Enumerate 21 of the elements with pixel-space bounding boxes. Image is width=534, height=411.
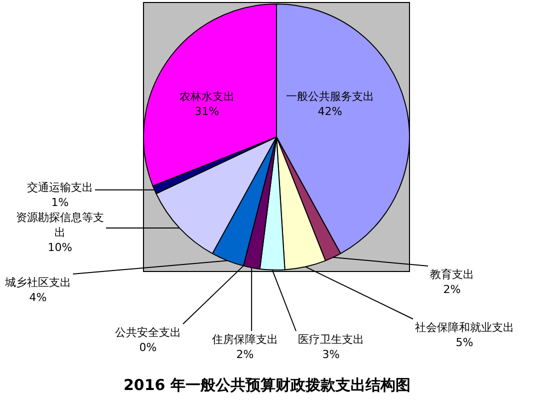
slice-label: 交通运输支出 bbox=[27, 180, 93, 194]
data-label: 31% bbox=[194, 104, 220, 118]
data-label: 3% bbox=[322, 348, 340, 361]
slice-label: 住房保障支出 bbox=[212, 332, 278, 346]
category-label: 公共安全支出 bbox=[115, 326, 181, 339]
text: 0% bbox=[139, 340, 157, 354]
data-label: 10% bbox=[48, 240, 72, 254]
data-label: 2% bbox=[236, 348, 254, 361]
text: 2016 年一般公共预算财政拨款支出结构图 bbox=[122, 376, 412, 395]
data-label: 2% bbox=[443, 282, 461, 296]
slice-label: 社会保障和就业支出 bbox=[415, 320, 514, 334]
data-label: 42% bbox=[318, 104, 342, 118]
slice-label: 教育支出 bbox=[430, 268, 474, 281]
data-label: 1% bbox=[51, 196, 69, 209]
slice-label: 资源勘探信息等支出 bbox=[16, 210, 104, 239]
slice-label: 一般公共服务支出 bbox=[286, 90, 374, 103]
data-label: 4% bbox=[29, 290, 47, 304]
data-label: 5% bbox=[456, 336, 474, 349]
slice-label: 农林水支出 bbox=[180, 90, 234, 103]
slice-label: 医疗卫生支出 bbox=[298, 332, 364, 346]
slice-label: 城乡社区支出 bbox=[4, 276, 71, 289]
